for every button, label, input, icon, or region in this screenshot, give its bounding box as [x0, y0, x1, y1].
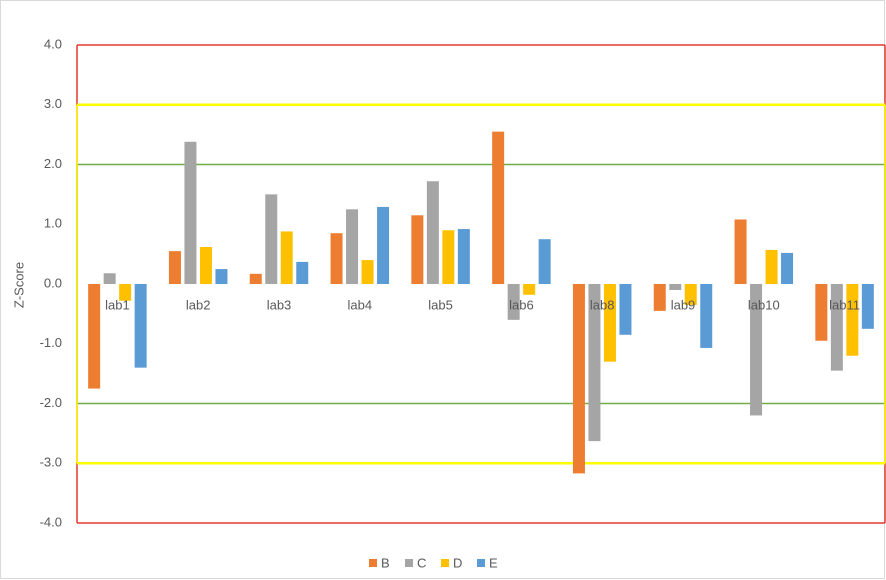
bar	[846, 284, 859, 356]
bar	[669, 284, 682, 290]
x-tick-label: lab9	[671, 297, 696, 312]
x-tick-label: lab5	[428, 297, 453, 312]
bar	[411, 215, 424, 284]
bar	[765, 249, 778, 284]
x-tick-label: lab11	[829, 297, 860, 312]
x-tick-label: lab2	[186, 297, 211, 312]
bar	[684, 284, 697, 305]
bar	[653, 284, 666, 311]
y-tick-label: 4.0	[44, 36, 62, 51]
legend-label: D	[453, 555, 462, 570]
x-tick-label: lab1	[105, 297, 130, 312]
bar	[280, 231, 293, 284]
bar	[377, 206, 390, 284]
bar	[572, 284, 585, 474]
bar	[296, 261, 309, 284]
bar	[734, 219, 747, 284]
bar	[830, 284, 843, 371]
legend-swatch	[441, 559, 449, 567]
y-tick-label: 0.0	[44, 275, 62, 290]
bar	[168, 251, 181, 284]
bar	[603, 284, 616, 362]
legend-swatch	[477, 559, 485, 567]
y-tick-label: -4.0	[40, 514, 62, 529]
y-tick-label: 2.0	[44, 156, 62, 171]
x-tick-label: lab10	[748, 297, 780, 312]
bar	[781, 252, 794, 284]
x-tick-label: lab8	[590, 297, 615, 312]
bar	[700, 284, 713, 348]
legend-label: B	[381, 555, 390, 570]
bar	[134, 284, 147, 368]
y-tick-label: -2.0	[40, 395, 62, 410]
bar	[492, 131, 505, 284]
bar	[330, 233, 343, 284]
bar	[199, 246, 212, 284]
bar	[361, 260, 374, 284]
bar	[88, 284, 101, 389]
bar	[750, 284, 763, 416]
bar	[215, 269, 228, 284]
y-tick-label: -1.0	[40, 335, 62, 350]
legend-swatch	[405, 559, 413, 567]
bar	[538, 239, 551, 284]
bar	[523, 284, 536, 295]
bar	[184, 141, 197, 284]
x-tick-label: lab3	[267, 297, 292, 312]
bar	[619, 284, 632, 335]
legend-label: E	[489, 555, 498, 570]
y-axis-title: Z-Score	[11, 262, 26, 308]
bar	[442, 230, 455, 284]
legend-label: C	[417, 555, 426, 570]
x-tick-label: lab6	[509, 297, 534, 312]
y-tick-label: 3.0	[44, 96, 62, 111]
legend-swatch	[369, 559, 377, 567]
bar	[426, 181, 439, 284]
bar	[119, 284, 132, 301]
bar	[457, 229, 470, 284]
bar	[265, 194, 278, 284]
bar	[249, 273, 262, 284]
y-tick-label: -3.0	[40, 455, 62, 470]
bar	[815, 284, 828, 341]
bar	[861, 284, 874, 329]
x-tick-label: lab4	[348, 297, 373, 312]
bar	[507, 284, 520, 320]
bar	[588, 284, 601, 442]
bar	[103, 273, 116, 284]
bar	[346, 209, 359, 284]
y-tick-label: 1.0	[44, 216, 62, 231]
